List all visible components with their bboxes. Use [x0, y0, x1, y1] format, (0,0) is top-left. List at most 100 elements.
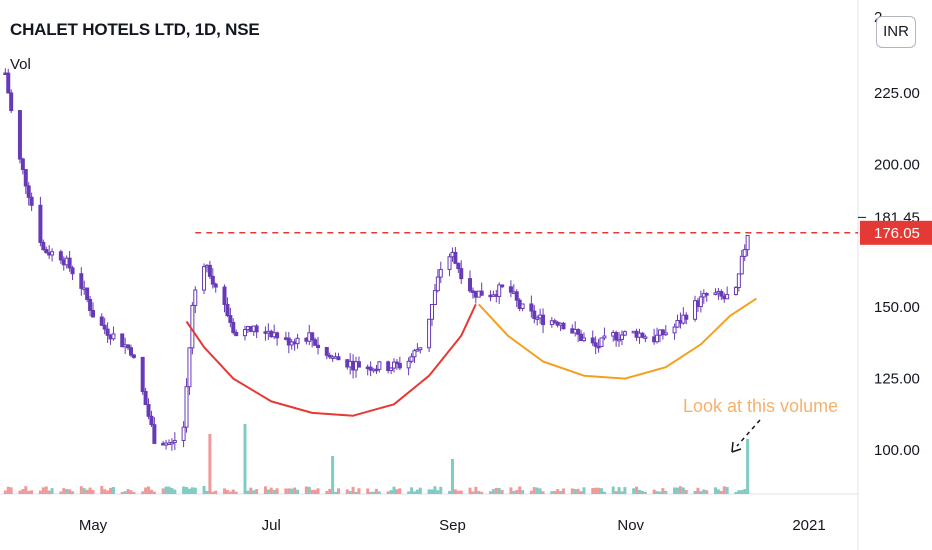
candle-body: [447, 256, 452, 270]
volume-bar: [345, 489, 349, 494]
volume-bar: [471, 491, 475, 494]
volume-bar: [111, 487, 115, 494]
candle-body: [26, 185, 31, 198]
candle-body: [327, 354, 332, 358]
volume-bar: [515, 489, 519, 494]
candle-body: [169, 441, 174, 445]
volume-bar: [746, 439, 750, 494]
volume-bar: [91, 489, 95, 494]
candle-body: [99, 316, 104, 326]
candle-body: [111, 333, 116, 340]
volume-bar: [699, 491, 703, 494]
volume-bar: [287, 488, 291, 494]
volume-bar: [336, 488, 340, 494]
candle-body: [596, 345, 601, 349]
volume-bar: [290, 488, 294, 494]
candle-body: [23, 169, 28, 187]
volume-bar: [9, 487, 13, 494]
volume-bar: [161, 488, 165, 494]
volume-bar: [193, 487, 197, 494]
currency-button[interactable]: INR: [876, 16, 916, 48]
candle-body: [643, 336, 648, 339]
volume-bar: [734, 491, 738, 494]
volume-bar: [491, 489, 495, 494]
volume-bar: [427, 489, 431, 494]
candle-body: [207, 264, 212, 277]
volume-bar: [62, 488, 66, 494]
volume-bar: [50, 488, 54, 494]
volume-bar: [681, 487, 685, 494]
candle-body: [520, 303, 525, 309]
candle-body: [579, 333, 584, 342]
candle-body: [181, 426, 186, 441]
volume-bar: [661, 488, 665, 494]
volume-bar: [126, 489, 130, 494]
volume-bar: [573, 488, 577, 494]
volume-bar: [389, 490, 393, 494]
candle-body: [704, 293, 709, 296]
volume-bar: [103, 489, 107, 494]
candle-body: [614, 331, 619, 341]
candle-body: [736, 273, 741, 288]
candle-body: [324, 347, 329, 356]
candle-body: [231, 321, 236, 333]
annotation-arrowhead: [731, 441, 742, 453]
candle-body: [640, 332, 645, 338]
candle-body: [453, 251, 458, 264]
volume-bar: [430, 489, 434, 494]
candle-body: [17, 110, 22, 160]
volume-bar: [369, 491, 373, 494]
candle-body: [152, 424, 157, 444]
volume-bar: [643, 491, 647, 494]
candle-body: [719, 290, 724, 297]
volume-bar: [632, 488, 636, 494]
candle-body: [85, 287, 90, 300]
volume-bar: [509, 487, 513, 494]
volume-bar: [27, 490, 31, 494]
candle-body: [228, 315, 233, 323]
volume-bar: [392, 486, 396, 494]
volume-bar: [79, 486, 83, 494]
candle-body: [120, 333, 125, 348]
volume-bar: [3, 490, 7, 494]
candle-body: [29, 196, 34, 206]
x-tick-label: Sep: [439, 517, 466, 534]
candle-body: [590, 337, 595, 344]
volume-bar: [182, 486, 186, 494]
volume-bar: [488, 491, 492, 494]
volume-bar: [673, 487, 677, 494]
candle-body: [684, 314, 689, 320]
volume-bar: [144, 487, 148, 494]
volume-bar: [600, 488, 604, 494]
volume-bar: [272, 489, 276, 494]
volume-bar: [120, 491, 124, 494]
candle-body: [225, 303, 230, 317]
volume-bar: [88, 487, 92, 494]
candle-body: [9, 92, 14, 112]
volume-bar: [448, 490, 452, 494]
volume-bar: [164, 486, 168, 494]
volume-bar: [474, 486, 478, 494]
volume-bar: [141, 491, 145, 494]
volume-bar: [725, 487, 729, 494]
volume-bar: [407, 491, 411, 494]
candle-body: [140, 356, 145, 392]
volume-bar: [684, 489, 688, 494]
candle-body: [418, 347, 423, 351]
volume-bar: [132, 491, 136, 494]
volume-bar: [559, 490, 563, 494]
candle-body: [479, 290, 484, 296]
volume-bar: [678, 486, 682, 494]
volume-bar: [316, 488, 320, 494]
volume-bar: [637, 489, 641, 494]
volume-bar: [453, 489, 457, 494]
candle-body: [6, 72, 11, 94]
volume-bar: [44, 486, 48, 494]
candle-body: [406, 360, 411, 369]
volume-bar: [553, 491, 557, 494]
volume-bar: [705, 490, 709, 494]
candle-body: [412, 350, 417, 358]
candle-body: [497, 284, 502, 297]
volume-bar: [702, 489, 706, 494]
